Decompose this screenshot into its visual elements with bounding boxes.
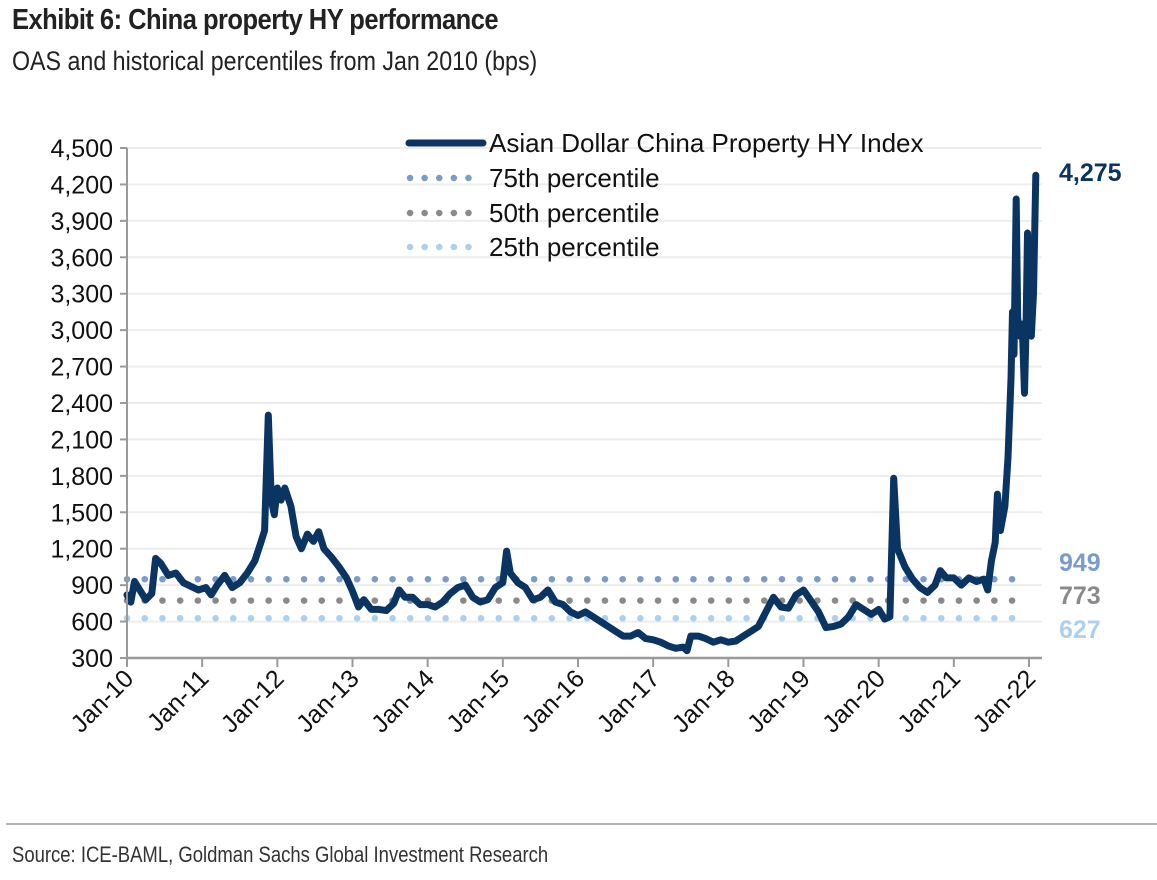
x-tick-label: Jan-14 — [366, 664, 440, 738]
legend-label-index: Asian Dollar China Property HY Index — [489, 128, 924, 158]
grid-lines — [127, 147, 1042, 623]
y-tick-label: 900 — [71, 572, 113, 600]
line-chart: 300 600 900 1,200 1,500 1,800 2,100 2,400 2,700 3… — [50, 128, 1122, 738]
x-tick-label: Jan-11 — [142, 664, 215, 737]
x-tick-label: Jan-15 — [441, 664, 515, 738]
x-tick-label: Jan-13 — [291, 664, 365, 738]
source-note: Source: ICE-BAML, Goldman Sachs Global I… — [12, 842, 549, 867]
end-label-p50: 773 — [1059, 582, 1101, 610]
y-tick-label: 3,300 — [50, 281, 113, 309]
chart-subtitle: OAS and historical percentiles from Jan … — [12, 46, 538, 76]
x-tick-label: Jan-19 — [742, 664, 816, 738]
x-tick-label: Jan-12 — [216, 664, 290, 738]
x-tick-label: Jan-10 — [65, 664, 139, 738]
y-tick-label: 4,200 — [50, 171, 113, 199]
y-tick-label: 300 — [71, 645, 113, 673]
x-tick-label: Jan-17 — [592, 664, 666, 738]
x-tick-label: Jan-22 — [967, 664, 1041, 738]
y-tick-label: 2,700 — [50, 354, 113, 382]
chart-title: Exhibit 6: China property HY performance — [12, 4, 499, 36]
end-label-p75: 949 — [1059, 549, 1101, 577]
end-label-p25: 627 — [1059, 616, 1101, 644]
y-tick-label: 1,500 — [50, 499, 113, 527]
y-tick-label: 2,400 — [50, 390, 113, 418]
x-tick-label: Jan-18 — [667, 664, 741, 738]
legend-label-p75: 75th percentile — [489, 163, 660, 193]
y-tick-label: 4,500 — [50, 135, 113, 163]
legend-label-p50: 50th percentile — [489, 198, 660, 228]
y-tick-label: 3,600 — [50, 244, 113, 272]
percentile-lines — [123, 575, 1020, 622]
index-series-line — [123, 171, 1040, 655]
footer-divider — [6, 823, 1157, 825]
y-tick-label: 2,100 — [50, 426, 113, 454]
y-tick-label: 3,900 — [50, 208, 113, 236]
y-tick-label: 1,200 — [50, 536, 113, 564]
y-tick-label: 1,800 — [50, 463, 113, 491]
legend-label-p25: 25th percentile — [489, 232, 660, 262]
end-labels: 4,275 949 773 627 — [1059, 159, 1122, 644]
end-label-index: 4,275 — [1059, 159, 1122, 187]
series-layer — [123, 171, 1040, 655]
y-tick-label: 600 — [71, 609, 113, 637]
x-tick-label: Jan-21 — [892, 664, 966, 738]
x-tick-label: Jan-16 — [516, 664, 590, 738]
x-tick-label: Jan-20 — [817, 664, 891, 738]
y-tick-label: 3,000 — [50, 317, 113, 345]
legend: Asian Dollar China Property HY Index 75th… — [405, 128, 924, 262]
